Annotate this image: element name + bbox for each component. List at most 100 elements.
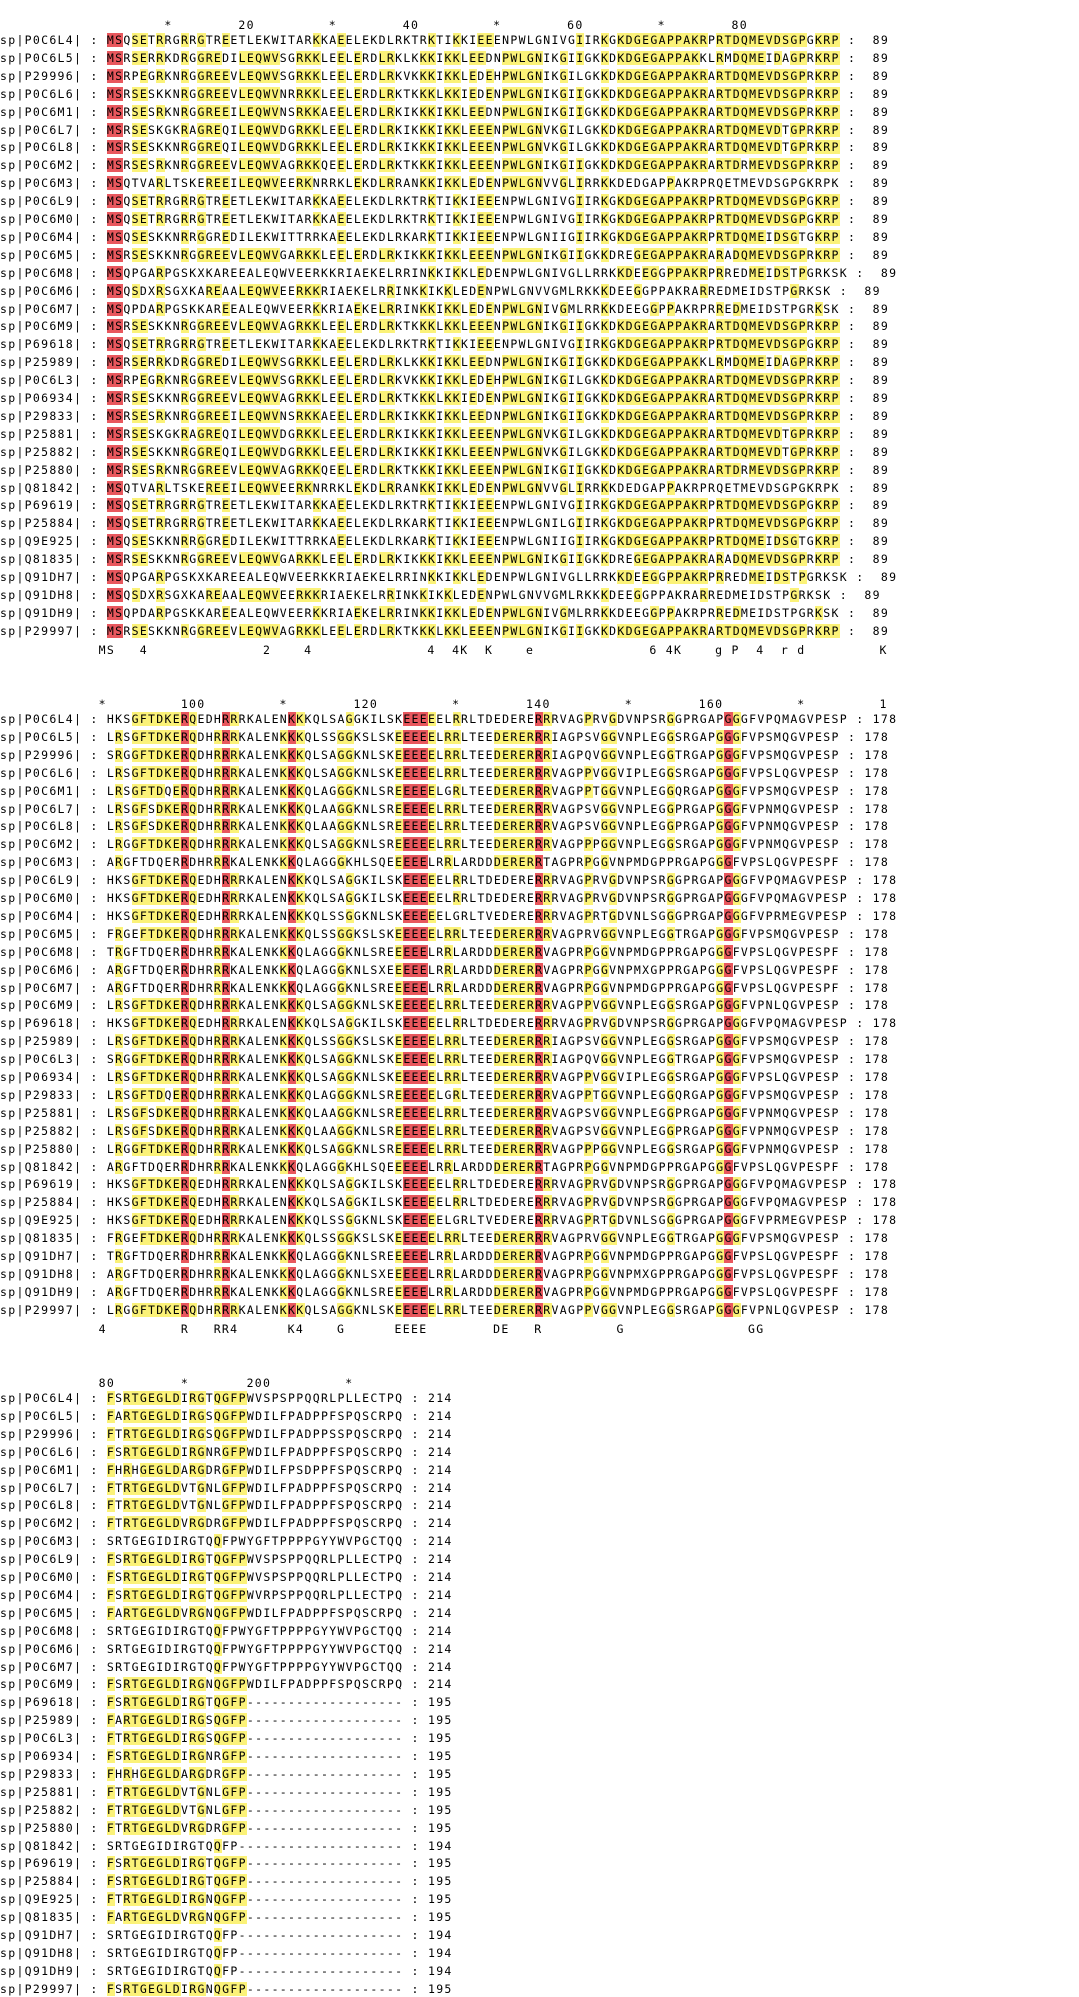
sequence-id: sp|P69618| (0, 1016, 83, 1031)
sequence-row: sp|P25880| : LRGGFTDKERQDHRRRKALENKKKQLS… (0, 1141, 890, 1156)
sequence-residues: HKSGFTDKERQEDHRRRKALENKKKQLSAGGKILSKEEEE… (106, 1016, 848, 1031)
sequence-row: sp|P0C6M7| : SRTGEGIDIRGTQQFPWYGFTPPPPGY… (0, 1659, 453, 1674)
sequence-row: sp|P0C6M9| : LRSGFTDKERQDHRRRKALENKKKQLS… (0, 998, 890, 1013)
sequence-row: sp|P06934| : FSRTGEGLDIRGNRGFP----------… (0, 1749, 453, 1763)
sequence-id: sp|P69618| (0, 337, 83, 352)
sequence-row: sp|P0C6L5| : FARTGEGLDIRGSQGFPWDILFPADPP… (0, 1408, 453, 1423)
sequence-end-position: 178 (864, 998, 890, 1013)
sequence-end-position: 178 (864, 1087, 890, 1102)
sequence-row: sp|P0C6L6| : MSRSESKKNRGGREEVLEQWVNRRKKL… (0, 86, 890, 101)
sequence-residues: MSQSDXRSGXKAREAALEQWVEERKKRIAEKELRRINKKI… (106, 283, 832, 298)
sequence-id: sp|P0C6L6| (0, 86, 83, 101)
sequence-row: sp|Q81842| : SRTGEGIDIRGTQQFP-----------… (0, 1838, 453, 1853)
sequence-row: sp|P25880| : MSRSESRKNRGGREEVLEQWVAGRKKQ… (0, 462, 890, 477)
sequence-residues: FHRHGEGLDARGDRGFPWDILFPSDPPFSPQSCRPQ (106, 1462, 404, 1477)
position-ruler: 80 * 200 * (0, 1376, 354, 1390)
sequence-end-position: 214 (427, 1534, 453, 1549)
sequence-end-position: 89 (864, 158, 890, 173)
sequence-end-position: 89 (864, 605, 890, 620)
sequence-end-position: 178 (864, 1302, 890, 1317)
sequence-id: sp|P25882| (0, 1802, 83, 1817)
sequence-end-position: 178 (864, 1231, 890, 1246)
sequence-row: sp|P0C6L9| : HKSGFTDKERQEDHRRRKALENKKKQL… (0, 873, 898, 888)
sequence-residues: MSRSESKGKRAGREQILEQWVDGRKKLEELERDLRKIKKK… (106, 122, 840, 137)
sequence-row: sp|P0C6M3| : ARGFTDQERRDHRRRKALENKKKQLAG… (0, 855, 890, 870)
sequence-residues: FRGEFTDKERQDHRRRKALENKKKQLSSGGKSLSKEEEEE… (106, 1231, 840, 1246)
sequence-end-position: 214 (427, 1659, 453, 1674)
sequence-end-position: 178 (872, 873, 898, 888)
sequence-end-position: 89 (864, 50, 890, 65)
sequence-end-position: 89 (864, 122, 890, 137)
sequence-id: sp|P0C6L3| (0, 1052, 83, 1067)
sequence-id: sp|P0C6L4| (0, 33, 83, 47)
sequence-residues: MSQSDXRSGXKAREAALEQWVEERKKRIAEKELRRINKKI… (106, 587, 832, 602)
sequence-id: sp|P0C6M8| (0, 944, 83, 959)
sequence-id: sp|P0C6M2| (0, 1516, 83, 1531)
sequence-id: sp|P29996| (0, 1426, 83, 1441)
sequence-end-position: 178 (872, 891, 898, 905)
sequence-residues: SRTGEGIDIRGTQQFPWYGFTPPPPGYYWVPGCTQQ (106, 1623, 404, 1638)
sequence-id: sp|P0C6M3| (0, 855, 83, 870)
sequence-residues: LRSGFTDKERQDHRRRKALENKKKQLSSGGKSLSKEEEEE… (106, 1034, 840, 1049)
sequence-row: sp|P25882| : LRSGFSDKERQDHRRRKALENKKKQLA… (0, 1123, 890, 1138)
sequence-end-position: 214 (427, 1516, 453, 1531)
sequence-end-position: 195 (427, 1820, 453, 1835)
sequence-id: sp|P0C6M6| (0, 962, 83, 977)
sequence-residues: FTRTGEGLDVTGNLGFPWDILFPADPPFSPQSCRPQ (106, 1480, 404, 1495)
sequence-id: sp|P0C6L5| (0, 50, 83, 65)
sequence-row: sp|P29997| : LRGGFTDKERQDHRRRKALENKKKQLS… (0, 1302, 890, 1317)
sequence-id: sp|P0C6L9| (0, 194, 83, 209)
sequence-residues: LRSGFTDKERQDHRRRKALENKKKQLSAGGKNLSKEEEEE… (106, 998, 840, 1013)
position-ruler: * 20 * 40 * 60 * 80 (0, 18, 748, 32)
sequence-residues: MSRSESKKNRGGREEVLEQWVGARKKLEELERDLRKIKKK… (106, 247, 840, 262)
sequence-residues: SRGGFTDKERQDHRRRKALENKKKQLSAGGKNLSKEEEEE… (106, 1052, 840, 1067)
sequence-residues: MSQSETRRGRRGTREETLEKWITARKKAEELEKDLRKTRK… (106, 212, 840, 226)
sequence-row: sp|P06934| : LRSGFTDKERQDHRRRKALENKKKQLS… (0, 1070, 890, 1084)
sequence-residues: LRSGFSDKERQDHRRRKALENKKKQLAAGGKNLSREEEEE… (106, 1105, 840, 1120)
sequence-id: sp|P0C6L8| (0, 819, 83, 834)
sequence-end-position: 89 (864, 498, 890, 513)
sequence-row: sp|P0C6M9| : MSRSESKKNRGGREEVLEQWVAGRKKL… (0, 319, 890, 334)
sequence-id: sp|Q81842| (0, 1159, 83, 1174)
sequence-residues: FSRTGEGLDIRGNRGFP------------------- (106, 1749, 404, 1763)
sequence-residues: MSRSESRKNRGGREEVLEQWVAGRKKQEELERDLRKTKKK… (106, 462, 840, 477)
sequence-end-position: 89 (864, 462, 890, 477)
sequence-row: sp|P29996| : FTRTGEGLDIRGSQGFPWDILFPADPP… (0, 1426, 453, 1441)
sequence-end-position: 89 (864, 355, 890, 370)
sequence-end-position: 178 (864, 1123, 890, 1138)
sequence-row: sp|P0C6L8| : MSRSESKKNRGGREQILEQWVDGRKKL… (0, 140, 890, 155)
sequence-row: sp|Q91DH7| : MSQPGARPGSKXKAREEALEQWVEERK… (0, 570, 898, 584)
sequence-end-position: 214 (427, 1462, 453, 1477)
sequence-end-position: 89 (864, 140, 890, 155)
sequence-row: sp|P69618| : FSRTGEGLDIRGTQGFP----------… (0, 1695, 453, 1710)
sequence-row: sp|P0C6L5| : MSRSERRKDRGGREDILEQWVSGRKKL… (0, 50, 890, 65)
sequence-row: sp|P29833| : FHRHGEGLDARGDRGFP----------… (0, 1766, 453, 1781)
sequence-row: sp|P69619| : MSQSETRRGRRGTREETLEKWITARKK… (0, 498, 890, 513)
sequence-id: sp|P25882| (0, 444, 83, 459)
sequence-residues: SRTGEGIDIRGTQQFPWYGFTPPPPGYYWVPGCTQQ (106, 1641, 404, 1656)
sequence-end-position: 195 (427, 1695, 453, 1710)
sequence-id: sp|P0C6M8| (0, 265, 83, 280)
sequence-end-position: 178 (864, 1141, 890, 1156)
sequence-residues: LRSGFSDKERQDHRRRKALENKKKQLAAGGKNLSREEEEE… (106, 819, 840, 834)
sequence-end-position: 195 (427, 1784, 453, 1799)
sequence-end-position: 178 (864, 783, 890, 798)
sequence-residues: MSQSETRRGRRGTREETLEKWITARKKAEELEKDLRKTRK… (106, 498, 840, 513)
sequence-residues: MSQSESKKNRRGGREDILEKWITTRRKAEELEKDLRKARK… (106, 534, 840, 549)
sequence-end-position: 178 (864, 801, 890, 816)
sequence-id: sp|P0C6M0| (0, 891, 83, 905)
sequence-row: sp|Q81835| : MSRSESKKNRGGREEVLEQWVGARKKL… (0, 552, 890, 567)
sequence-end-position: 214 (427, 1391, 453, 1405)
sequence-residues: FARTGEGLDVRGNQGFP------------------- (106, 1910, 404, 1925)
sequence-id: sp|P0C6L5| (0, 1408, 83, 1423)
sequence-residues: MSRPEGRKNRGGREEVLEQWVSGRKKLEELERDLRKVKKK… (106, 68, 840, 83)
sequence-end-position: 89 (872, 265, 898, 280)
sequence-residues: MSRSERRKDRGGREDILEQWVSGRKKLEELERDLRKLKKK… (106, 355, 840, 370)
sequence-row: sp|P0C6L3| : FTRTGEGLDIRGSQGFP----------… (0, 1731, 453, 1746)
sequence-id: sp|P25881| (0, 426, 83, 441)
sequence-residues: FSRTGEGLDIRGNQGFP------------------- (106, 1981, 404, 1996)
sequence-row: sp|Q91DH9| : SRTGEGIDIRGTQQFP-----------… (0, 1963, 453, 1978)
sequence-row: sp|P25882| : MSRSESKKNRGGREQILEQWVDGRKKL… (0, 444, 890, 459)
sequence-id: sp|P69618| (0, 1695, 83, 1710)
sequence-end-position: 178 (872, 1016, 898, 1031)
